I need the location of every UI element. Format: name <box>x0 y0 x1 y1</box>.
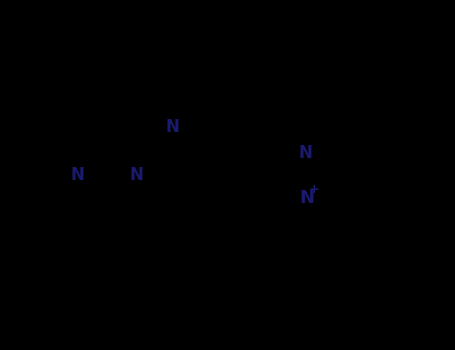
Text: N: N <box>130 166 143 184</box>
Text: +: + <box>309 183 320 196</box>
Text: N: N <box>165 119 179 136</box>
Text: N: N <box>299 189 314 207</box>
Text: N: N <box>298 144 312 162</box>
Text: N: N <box>71 166 85 184</box>
